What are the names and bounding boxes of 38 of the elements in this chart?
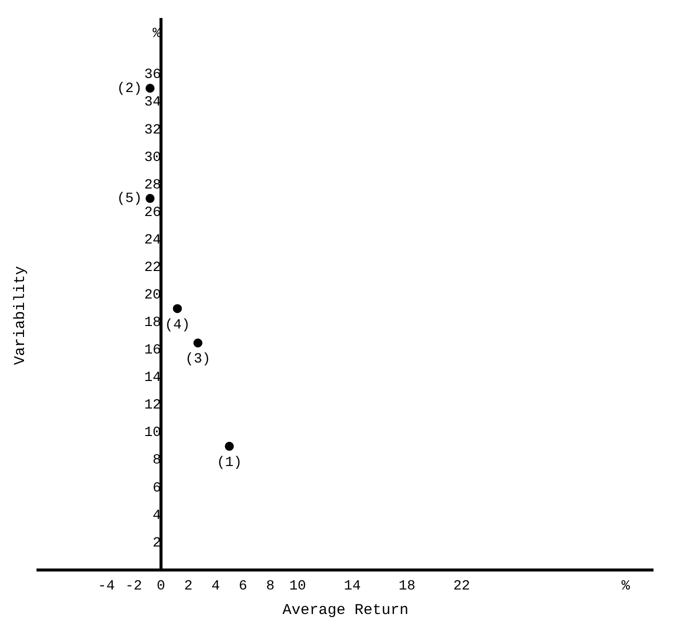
x-tick-label: 0 bbox=[156, 578, 166, 594]
y-tick-label: 34 bbox=[144, 94, 161, 111]
y-tick-label: 22 bbox=[144, 260, 161, 276]
x-tick-label: 14 bbox=[344, 578, 361, 594]
annotation: (1) bbox=[216, 454, 242, 471]
y-tick-label: 14 bbox=[144, 370, 161, 386]
x-tick-label: 8 bbox=[266, 578, 275, 594]
annotation: (2) bbox=[116, 80, 142, 97]
point bbox=[146, 84, 155, 93]
point bbox=[172, 304, 182, 314]
y-tick-label: 32 bbox=[144, 122, 161, 138]
y-tick-label: 12 bbox=[144, 398, 161, 414]
point bbox=[146, 194, 155, 203]
annotation: (5) bbox=[116, 191, 142, 208]
y-tick-label: 24 bbox=[144, 232, 161, 248]
y-tick-label: 26 bbox=[144, 204, 161, 221]
y-tick-label: 16 bbox=[144, 342, 161, 359]
x-tick-label: -2 bbox=[125, 578, 142, 594]
x-tick-label: 10 bbox=[289, 578, 306, 594]
x-tick-label: 18 bbox=[398, 578, 416, 594]
y-tick-label: 20 bbox=[144, 288, 161, 304]
y-tick-label: 30 bbox=[144, 150, 161, 166]
x-tick-label: % bbox=[621, 578, 630, 594]
x-tick-label: 6 bbox=[238, 578, 248, 594]
y-tick-label: 36 bbox=[144, 67, 161, 84]
annotation: (3) bbox=[185, 352, 211, 368]
x-tick-label: 2 bbox=[184, 578, 193, 594]
point bbox=[193, 338, 202, 348]
x-axis-title: Average Return bbox=[282, 602, 409, 619]
x-tick-label: 22 bbox=[453, 578, 470, 594]
annotation: (4) bbox=[164, 317, 190, 334]
y-tick-label: 4 bbox=[152, 508, 161, 524]
y-tick-label: 18 bbox=[144, 315, 161, 332]
x-tick-label: 4 bbox=[211, 578, 220, 594]
x-tick-label: -4 bbox=[98, 578, 115, 594]
point bbox=[224, 442, 234, 451]
y-tick-label: 28 bbox=[144, 177, 161, 194]
y-axis-title: Variability bbox=[11, 266, 30, 366]
